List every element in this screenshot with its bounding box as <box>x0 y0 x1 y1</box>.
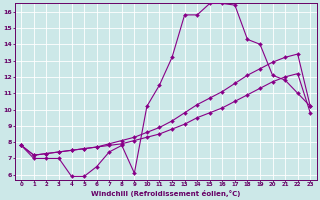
X-axis label: Windchill (Refroidissement éolien,°C): Windchill (Refroidissement éolien,°C) <box>91 190 240 197</box>
